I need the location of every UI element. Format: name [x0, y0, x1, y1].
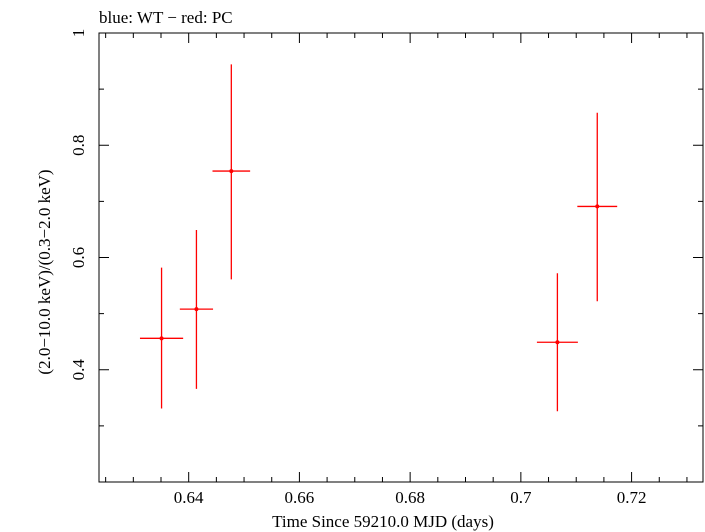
- x-tick-label: 0.72: [617, 488, 647, 507]
- x-tick-label: 0.64: [174, 488, 204, 507]
- y-axis-label: (2.0−10.0 keV)/(0.3−2.0 keV): [35, 169, 54, 374]
- data-point: [179, 229, 214, 389]
- data-point-marker: [159, 336, 164, 341]
- data-point-marker: [229, 169, 234, 174]
- data-point: [212, 64, 251, 280]
- data-point-marker: [194, 307, 199, 312]
- y-axis: 0.4 0.6 0.8 1: [69, 29, 703, 427]
- data-point-marker: [595, 204, 600, 209]
- data-series-pc: [139, 64, 618, 412]
- data-point: [577, 112, 618, 302]
- plot-frame: [98, 32, 704, 483]
- y-tick-label: 0.8: [69, 135, 88, 156]
- y-tick-label: 1: [69, 29, 88, 38]
- y-tick-label: 0.6: [69, 247, 88, 268]
- x-axis-label: Time Since 59210.0 MJD (days): [272, 512, 494, 531]
- x-tick-label: 0.68: [395, 488, 425, 507]
- x-tick-label: 0.7: [510, 488, 532, 507]
- data-point-marker: [555, 340, 560, 345]
- chart-title: blue: WT − red: PC: [99, 8, 233, 27]
- y-tick-label: 0.4: [69, 359, 88, 381]
- data-point: [536, 273, 578, 412]
- x-tick-label: 0.66: [285, 488, 315, 507]
- data-point: [139, 267, 184, 409]
- x-axis: 0.64 0.66 0.68 0.7 0.72: [105, 33, 688, 507]
